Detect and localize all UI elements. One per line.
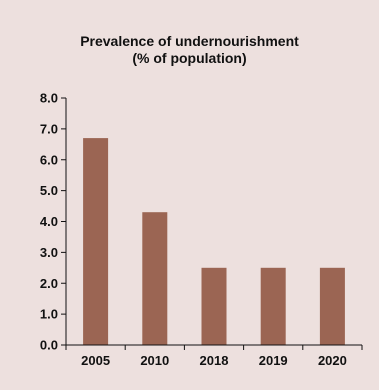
x-tick-label: 2005 <box>81 353 110 368</box>
chart-subtitle: (% of population) <box>132 50 247 66</box>
x-tick-label: 2019 <box>259 353 288 368</box>
y-tick-label: 1.0 <box>40 307 58 322</box>
bar-2010 <box>142 212 168 345</box>
y-tick-label: 8.0 <box>40 91 58 106</box>
bar-2005 <box>83 138 109 345</box>
y-axis: 0.0 1.0 2.0 3.0 4.0 5.0 6.0 7.0 8.0 <box>40 91 67 353</box>
bar-2019 <box>260 267 286 345</box>
y-tick-label: 5.0 <box>40 183 58 198</box>
y-tick-label: 7.0 <box>40 121 58 136</box>
bar-2020 <box>319 267 345 345</box>
x-axis: 2005 2010 2018 2019 2020 <box>65 344 363 368</box>
y-tick-label: 6.0 <box>40 152 58 167</box>
x-tick-label: 2018 <box>200 353 229 368</box>
y-tick-label: 4.0 <box>40 214 58 229</box>
bars <box>83 138 345 345</box>
x-tick-label: 2010 <box>140 353 169 368</box>
y-tick-label: 0.0 <box>40 338 58 353</box>
y-tick-label: 3.0 <box>40 245 58 260</box>
y-tick-label: 2.0 <box>40 276 58 291</box>
x-tick-label: 2020 <box>318 353 347 368</box>
bar-2018 <box>201 267 227 345</box>
chart-title: Prevalence of undernourishment <box>80 33 299 49</box>
